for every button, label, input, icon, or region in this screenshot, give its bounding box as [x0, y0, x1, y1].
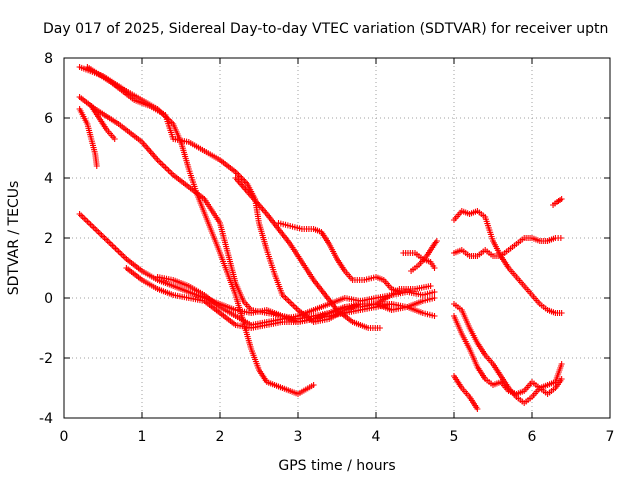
series-track-14 [451, 235, 564, 259]
series-track-9 [232, 175, 383, 331]
series-track-5 [88, 103, 118, 142]
series-track-18 [550, 196, 565, 208]
series-track-8 [154, 274, 438, 328]
y-tick-label: -2 [39, 351, 53, 367]
data-point [310, 382, 317, 388]
data-point [111, 136, 118, 142]
data-point [558, 361, 565, 367]
data-point [433, 238, 440, 244]
x-tick-label: 1 [138, 429, 147, 445]
data-point [93, 163, 100, 169]
data-point [431, 313, 438, 319]
series-track-12 [408, 238, 440, 274]
series-track-15 [451, 301, 565, 406]
series-track-17 [451, 373, 481, 412]
x-axis-label: GPS time / hours [278, 458, 395, 474]
data-point [376, 325, 383, 331]
x-tick-label: 6 [528, 429, 537, 445]
axis-ticks: 0 1 2 3 4 5 6 7 -4 -2 0 2 4 6 8 [39, 51, 614, 445]
series-track-10 [275, 220, 403, 295]
y-tick-label: 8 [44, 51, 53, 67]
data-point [396, 289, 403, 295]
data-point [558, 196, 565, 202]
data-point [474, 406, 481, 412]
data-point [431, 265, 438, 271]
series-track-13 [451, 208, 565, 316]
series-track-7 [123, 265, 438, 331]
data-point [431, 295, 438, 301]
y-axis-label: SDTVAR / TECUs [6, 181, 22, 296]
series-track-4 [76, 106, 100, 169]
x-tick-label: 5 [450, 429, 459, 445]
y-tick-label: 4 [44, 171, 53, 187]
series-track-2 [84, 64, 434, 325]
data-series [76, 64, 565, 412]
data-point [234, 170, 241, 177]
data-point [431, 289, 438, 295]
data-point [558, 310, 565, 316]
chart-title: Day 017 of 2025, Sidereal Day-to-day VTE… [43, 21, 608, 37]
x-tick-label: 2 [216, 429, 225, 445]
y-tick-label: 0 [44, 291, 53, 307]
y-tick-label: -4 [39, 411, 53, 427]
data-point [558, 376, 565, 382]
data-point [235, 172, 242, 178]
data-point [427, 283, 434, 289]
x-tick-label: 0 [60, 429, 69, 445]
x-tick-label: 3 [294, 429, 303, 445]
x-tick-label: 4 [372, 429, 381, 445]
data-point [557, 235, 564, 241]
y-tick-label: 2 [44, 231, 53, 247]
x-tick-label: 7 [606, 429, 615, 445]
y-tick-label: 6 [44, 111, 53, 127]
series-track-16 [451, 313, 565, 397]
